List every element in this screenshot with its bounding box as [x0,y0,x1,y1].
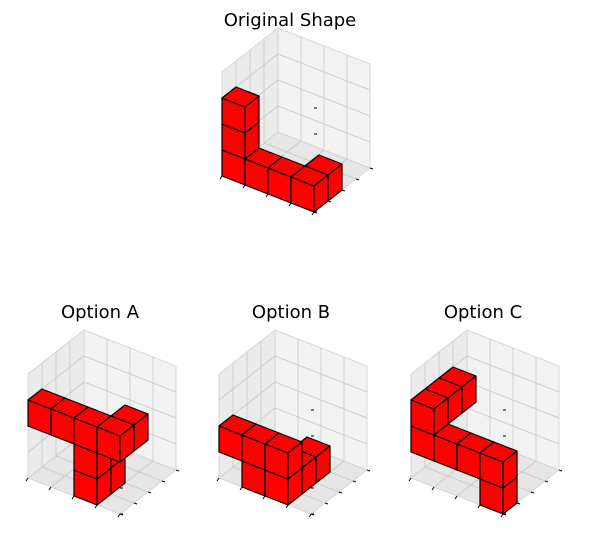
grid-line [277,79,371,117]
axis-tick [369,167,374,170]
cube [96,415,135,463]
axis-tick [324,502,329,505]
axis-tick [25,477,29,482]
panel-title: Original Shape [223,10,357,31]
cube [264,432,303,480]
axis-tick [216,477,220,482]
axis-tick [454,495,458,500]
cube [410,388,449,436]
cube-face [287,441,303,480]
axis-tick [530,491,535,494]
axis-tick [175,469,180,472]
cube-scene [408,329,563,518]
cube-face [502,450,518,489]
panel-option-a: Option A [0,294,200,524]
cube-scene [216,329,371,518]
axis-tick [147,491,152,494]
axis-tick [352,480,357,483]
axis-tick [355,178,360,181]
panel-title: Option C [443,302,523,323]
axis-tick [117,513,121,518]
grid-line [83,381,177,419]
cube-face [119,424,135,463]
axis-tick [219,175,223,180]
axis-tick [239,486,243,491]
axis-tick [477,504,481,509]
cube [221,86,260,134]
axis-tick [310,513,315,516]
axis-tick [308,513,312,518]
axis-tick [408,477,412,482]
panel-title: Option A [60,302,140,323]
axis-tick [558,469,563,472]
axis-tick [338,491,343,494]
grid-line [466,381,560,419]
grid-line [466,355,560,393]
cube-scene [25,329,180,518]
grid-line [274,381,368,419]
axis-tick [161,480,166,483]
grid-line [277,53,371,91]
panel-original: Original Shape [190,0,390,230]
cube-face [433,397,449,436]
cube-scene [219,27,374,216]
grid-line [218,355,276,401]
axis-tick [366,469,371,472]
grid-line [274,355,368,393]
grid-line [83,355,177,393]
panel-title: Option B [251,302,331,323]
cube-face [313,174,329,213]
cube-face [244,95,260,134]
cube [479,441,518,489]
axis-tick [71,495,75,500]
axis-tick [133,502,138,505]
axis-tick [431,486,435,491]
panel-option-c: Option C [383,294,583,524]
cube [290,165,329,213]
panel-option-b: Option B [191,294,391,524]
axis-tick [119,513,124,516]
axis-tick [544,480,549,483]
axis-tick [48,486,52,491]
